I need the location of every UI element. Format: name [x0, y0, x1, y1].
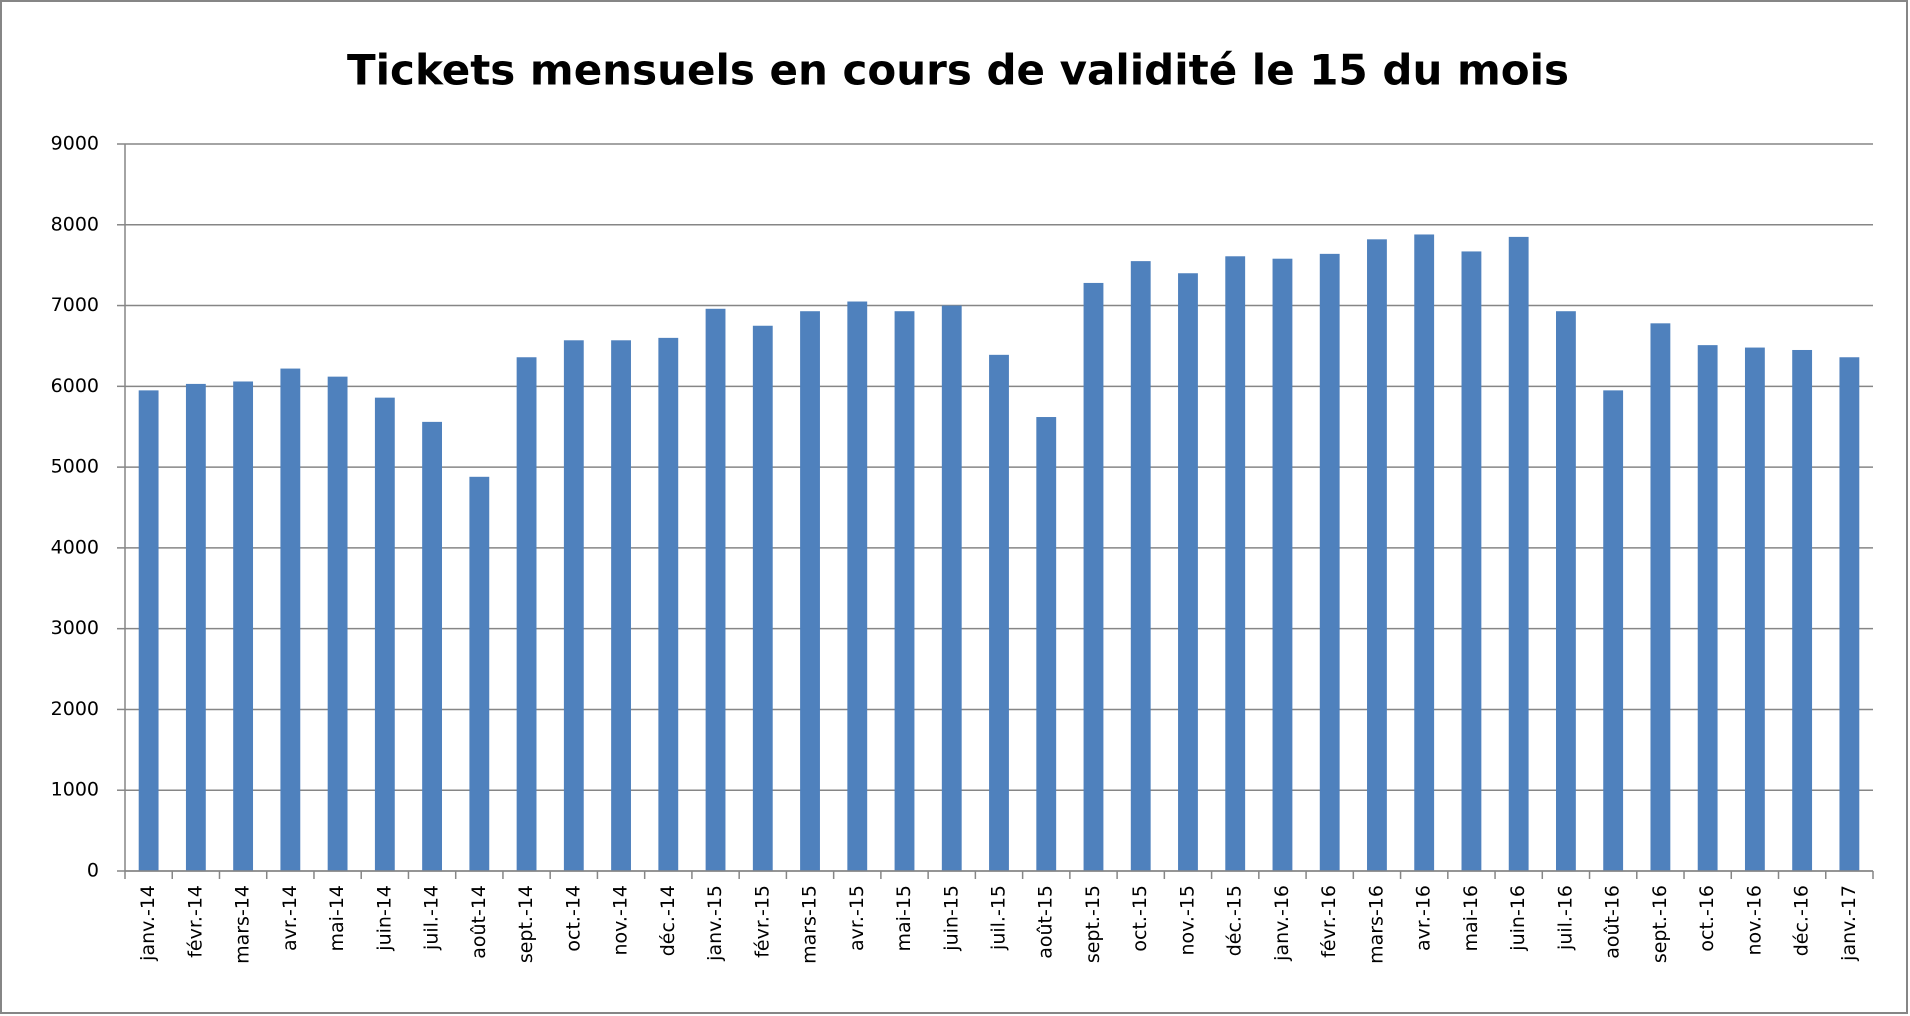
- y-tick-label: 2000: [51, 698, 99, 720]
- y-tick-label: 8000: [51, 213, 99, 235]
- x-tick-label: sept.-15: [1082, 885, 1104, 963]
- chart-title: Tickets mensuels en cours de validité le…: [347, 46, 1569, 95]
- x-tick-label: juil.-16: [1554, 885, 1576, 951]
- bar: [563, 340, 584, 871]
- x-tick-label: janv.-14: [137, 885, 159, 962]
- bar: [1603, 390, 1624, 871]
- y-tick-label: 9000: [51, 133, 99, 155]
- bar: [800, 311, 820, 872]
- bar: [327, 376, 348, 871]
- bar: [1130, 261, 1151, 871]
- bar: [1461, 251, 1482, 871]
- bar: [1697, 345, 1718, 871]
- bar: [1225, 256, 1246, 871]
- x-tick-label: avr.-14: [279, 885, 301, 951]
- y-tick-label: 6000: [51, 375, 99, 397]
- x-tick-label: mars-14: [232, 885, 254, 964]
- x-tick-label: juil.-14: [421, 885, 443, 951]
- bar: [138, 390, 159, 871]
- bar: [705, 308, 726, 872]
- bar: [1744, 347, 1765, 871]
- x-tick-label: janv.-16: [1271, 885, 1293, 962]
- x-tick-label: nov.-15: [1176, 885, 1198, 956]
- x-tick-label: nov.-16: [1743, 885, 1765, 956]
- x-tick-label: mars-16: [1365, 885, 1387, 964]
- bar: [989, 354, 1009, 872]
- x-tick-label: juil.-15: [988, 885, 1010, 951]
- bar: [611, 340, 631, 871]
- x-tick-label: août-15: [1035, 885, 1057, 959]
- bar: [1367, 239, 1387, 872]
- bar: [1555, 311, 1576, 872]
- bar: [1272, 258, 1293, 871]
- x-tick-label: mai-15: [893, 885, 915, 951]
- bar: [658, 337, 679, 871]
- bar: [469, 476, 490, 871]
- x-tick-label: déc.-15: [1224, 885, 1246, 956]
- bar: [516, 357, 537, 872]
- bar: [1792, 349, 1813, 871]
- bar: [185, 383, 206, 871]
- x-tick-label: mai-14: [326, 885, 348, 951]
- y-tick-label: 1000: [51, 779, 99, 801]
- x-tick-label: déc.-14: [657, 885, 679, 956]
- x-tick-label: oct.-14: [562, 885, 584, 952]
- x-tick-label: juin-15: [940, 885, 962, 952]
- x-tick-label: avr.-16: [1413, 885, 1435, 951]
- x-tick-label: sept.-16: [1649, 885, 1671, 963]
- bar: [847, 301, 868, 871]
- x-tick-label: nov.-14: [610, 885, 632, 956]
- bar: [233, 381, 254, 871]
- x-tick-label: juin-16: [1507, 885, 1529, 952]
- bar: [1839, 357, 1860, 872]
- x-tick-label: févr.-16: [1318, 885, 1340, 958]
- x-tick-label: sept.-14: [515, 885, 537, 963]
- bar: [1036, 417, 1057, 871]
- bar: [1083, 282, 1104, 872]
- y-tick-label: 0: [87, 860, 99, 882]
- y-tick-label: 3000: [51, 617, 99, 639]
- x-tick-label: août-16: [1602, 885, 1624, 959]
- x-tick-label: mars-15: [799, 885, 821, 964]
- bar: [280, 368, 301, 871]
- x-tick-label: avr.-15: [846, 885, 868, 951]
- x-tick-label: janv.-17: [1838, 885, 1860, 962]
- x-tick-label: oct.-15: [1129, 885, 1151, 952]
- bar: [1650, 323, 1671, 871]
- bar: [941, 305, 962, 871]
- bar: [752, 325, 773, 871]
- x-tick-label: août-14: [468, 885, 490, 959]
- x-tick-label: févr.-15: [751, 885, 773, 958]
- x-tick-label: juin-14: [373, 885, 395, 952]
- x-tick-label: janv.-15: [704, 885, 726, 962]
- bar: [1178, 273, 1198, 871]
- bar: [894, 311, 915, 872]
- x-tick-label: mai-16: [1460, 885, 1482, 951]
- y-tick-label: 5000: [51, 456, 99, 478]
- x-tick-label: oct.-16: [1696, 885, 1718, 952]
- x-tick-label: déc.-16: [1791, 885, 1813, 956]
- y-tick-label: 7000: [51, 294, 99, 316]
- bar: [1414, 234, 1435, 871]
- bar: [1319, 253, 1340, 871]
- bar: [422, 421, 443, 871]
- y-tick-label: 4000: [51, 536, 99, 558]
- x-tick-label: févr.-14: [184, 885, 206, 958]
- bar: [374, 397, 395, 871]
- bar: [1508, 236, 1529, 872]
